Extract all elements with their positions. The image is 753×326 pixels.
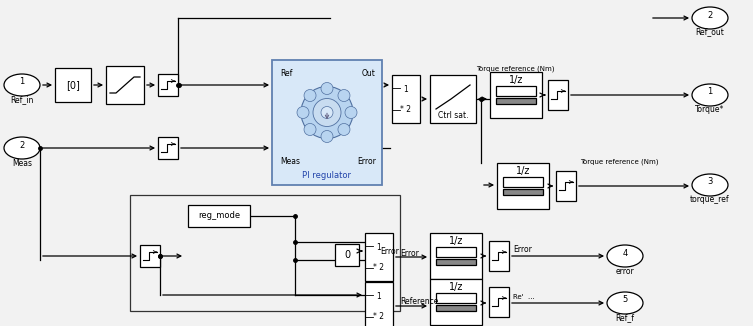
Text: 1/z: 1/z — [449, 282, 463, 292]
Text: 0: 0 — [344, 250, 350, 260]
Text: PI regulator: PI regulator — [303, 171, 352, 181]
Bar — [106, 66, 144, 104]
Text: Ref_in: Ref_in — [11, 96, 34, 105]
Text: Reference: Reference — [400, 298, 438, 306]
Circle shape — [301, 86, 353, 139]
Text: Out: Out — [362, 69, 376, 79]
Text: 5: 5 — [623, 295, 627, 304]
Bar — [392, 75, 420, 123]
Bar — [158, 74, 178, 96]
Text: Torque reference (Nm): Torque reference (Nm) — [580, 159, 659, 165]
Bar — [503, 189, 543, 195]
Text: torque_ref: torque_ref — [691, 196, 730, 204]
Text: 1: 1 — [707, 87, 712, 96]
Bar — [548, 80, 568, 110]
Ellipse shape — [4, 137, 40, 159]
Bar — [490, 72, 542, 118]
Bar — [335, 244, 359, 266]
Circle shape — [321, 82, 333, 95]
Bar — [158, 137, 178, 159]
Text: * 2: * 2 — [373, 263, 385, 272]
Text: Ctrl sat.: Ctrl sat. — [437, 111, 468, 120]
Text: Ref: Ref — [280, 69, 292, 79]
Bar — [272, 60, 382, 185]
Circle shape — [304, 124, 316, 136]
Bar — [489, 241, 509, 271]
Text: 1: 1 — [404, 85, 408, 94]
Text: 1: 1 — [376, 243, 381, 252]
Bar — [436, 247, 476, 257]
Text: [0]: [0] — [66, 80, 80, 90]
Text: Error: Error — [380, 246, 399, 256]
Bar — [130, 195, 400, 311]
Text: 1/z: 1/z — [509, 75, 523, 85]
Text: * 2: * 2 — [401, 105, 411, 114]
Bar — [140, 245, 160, 267]
Text: 2: 2 — [20, 141, 25, 150]
Bar — [430, 75, 476, 123]
Ellipse shape — [692, 174, 728, 196]
Text: 3: 3 — [707, 177, 712, 186]
Circle shape — [338, 124, 350, 136]
Text: 1/z: 1/z — [449, 236, 463, 246]
Bar — [365, 233, 393, 281]
Text: Re'  ...: Re' ... — [513, 294, 535, 300]
Text: Torque*: Torque* — [695, 106, 724, 114]
Ellipse shape — [692, 84, 728, 106]
Ellipse shape — [607, 292, 643, 314]
Bar — [496, 86, 536, 96]
Bar — [55, 68, 91, 102]
Bar — [556, 171, 576, 201]
Bar — [503, 177, 543, 187]
Text: Error: Error — [400, 248, 419, 258]
Text: Ref_f: Ref_f — [615, 314, 635, 322]
Circle shape — [338, 90, 350, 101]
Bar — [497, 163, 549, 209]
Circle shape — [297, 107, 309, 118]
Bar — [188, 205, 250, 227]
Circle shape — [321, 130, 333, 142]
Bar — [496, 98, 536, 104]
Bar — [436, 305, 476, 311]
Text: Meas: Meas — [12, 158, 32, 168]
Text: reg_mode: reg_mode — [198, 212, 240, 220]
Text: Meas: Meas — [280, 157, 300, 167]
Text: 1: 1 — [20, 78, 25, 86]
Text: Ref_out: Ref_out — [696, 27, 724, 37]
Bar — [436, 259, 476, 265]
Bar — [436, 293, 476, 303]
Bar — [365, 282, 393, 326]
Ellipse shape — [692, 7, 728, 29]
Bar — [489, 287, 509, 317]
Text: Error: Error — [357, 157, 376, 167]
Text: * 2: * 2 — [373, 312, 385, 321]
Ellipse shape — [607, 245, 643, 267]
Text: error: error — [616, 266, 634, 275]
Circle shape — [304, 90, 316, 101]
Text: Torque reference (Nm): Torque reference (Nm) — [476, 66, 554, 72]
Text: 2: 2 — [707, 10, 712, 20]
Bar — [430, 233, 482, 279]
Circle shape — [313, 98, 341, 126]
Text: Error: Error — [513, 245, 532, 255]
Text: 1/z: 1/z — [516, 166, 530, 176]
Circle shape — [321, 107, 333, 118]
Ellipse shape — [4, 74, 40, 96]
Text: 1: 1 — [376, 292, 381, 301]
Bar — [430, 279, 482, 325]
Circle shape — [345, 107, 357, 118]
Text: 4: 4 — [623, 248, 627, 258]
